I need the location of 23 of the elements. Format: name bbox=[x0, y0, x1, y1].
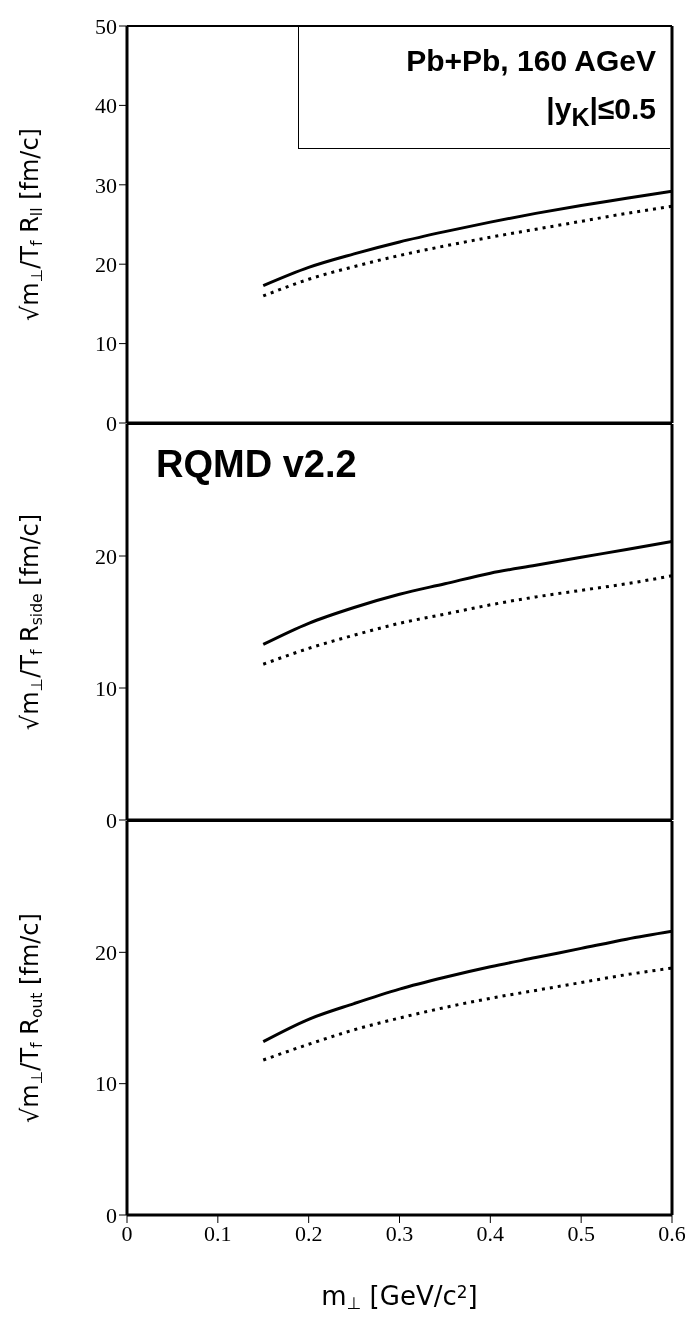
y-tick-label: 20 bbox=[95, 940, 117, 966]
y-tick-label: 50 bbox=[95, 13, 117, 39]
y-tick-label: 30 bbox=[95, 172, 117, 198]
y-tick-label: 0 bbox=[106, 807, 117, 833]
x-tick-label: 0.6 bbox=[658, 1220, 686, 1246]
x-tick-label: 0.2 bbox=[294, 1220, 323, 1246]
y-tick-label: 10 bbox=[95, 331, 117, 357]
annotation: RQMD v2.2 bbox=[156, 443, 357, 486]
y-tick-label: 20 bbox=[95, 543, 117, 569]
annotation: Pb+Pb, 160 AGeV bbox=[405, 43, 656, 79]
y-tick-label: 0 bbox=[106, 1202, 117, 1228]
text-box: Pb+Pb, 160 AGeV |y$_{K}$|≤0.5 bbox=[298, 25, 670, 149]
x-tick-label: 0.1 bbox=[204, 1220, 232, 1246]
annotation: |y$_{K}$|≤0.5 bbox=[545, 91, 656, 133]
y-tick-label: 20 bbox=[95, 252, 117, 278]
x-tick-label: 0.4 bbox=[476, 1220, 505, 1246]
x-tick-label: 0.5 bbox=[567, 1220, 595, 1246]
x-tick-label: 0.3 bbox=[385, 1220, 414, 1246]
y-tick-label: 10 bbox=[95, 1071, 117, 1097]
y-tick-label: 0 bbox=[106, 410, 117, 436]
x-axis-title: m$_{⊥}$ [GeV/c$^{2}$] bbox=[321, 1281, 478, 1314]
y-tick-label: 40 bbox=[95, 93, 117, 119]
y-tick-label: 10 bbox=[95, 675, 117, 701]
